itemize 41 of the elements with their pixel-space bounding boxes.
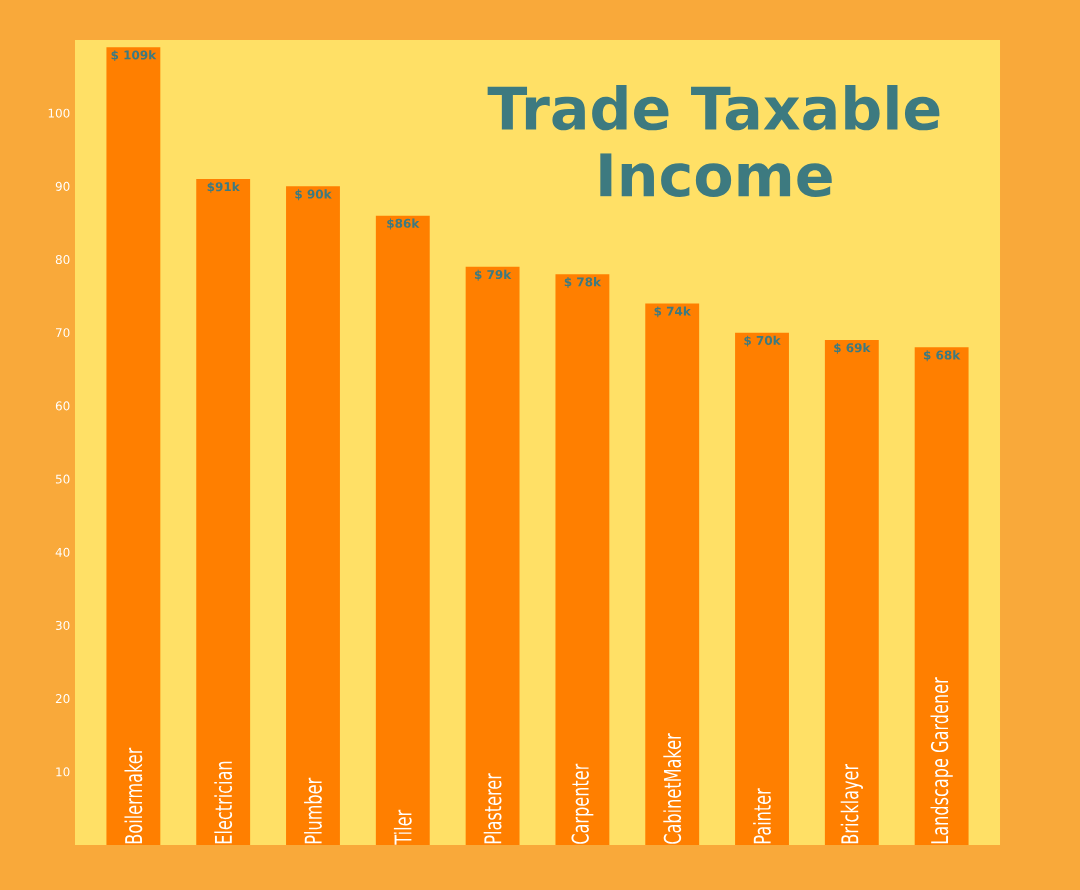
y-tick-label: 60: [55, 401, 70, 411]
x-tick-label: Painter: [753, 788, 771, 844]
y-tick-label: 100: [48, 108, 70, 118]
y-tick-label: 80: [55, 255, 70, 265]
data-label: $ 78k: [564, 277, 602, 288]
bar: [645, 303, 700, 845]
x-tick-label: Plasterer: [483, 773, 502, 844]
y-tick-label: 50: [55, 474, 70, 484]
data-label: $86k: [387, 218, 420, 230]
x-tick-label: Electrician: [214, 761, 233, 844]
y-tick-label: 90: [55, 181, 70, 191]
y-tick-label: 30: [55, 620, 70, 630]
data-label: $ 90k: [295, 189, 332, 201]
data-label: $ 70k: [744, 335, 781, 347]
data-label: $ 79k: [474, 269, 512, 281]
y-tick-label: 70: [56, 328, 70, 338]
x-tick-label: Plumber: [304, 777, 322, 844]
bar: [286, 186, 340, 845]
data-label: $ 68k: [923, 350, 961, 362]
bar: [824, 340, 879, 845]
bar: [555, 274, 610, 845]
data-label: $ 109k: [111, 50, 157, 62]
bar: [106, 47, 161, 845]
data-label: $ 69k: [834, 342, 871, 354]
bar: [914, 347, 969, 845]
y-tick-label: 10: [56, 767, 70, 777]
x-tick-label: Carpenter: [571, 763, 594, 844]
x-tick-label: Landscape Gardener: [930, 677, 953, 844]
x-tick-label: Bricklayer: [840, 763, 863, 844]
bar: [465, 266, 520, 845]
x-tick-label: Tiler: [393, 809, 412, 845]
y-tick-label: 20: [55, 694, 70, 704]
data-label: $91k: [207, 181, 240, 193]
y-tick-label: 40: [55, 547, 70, 557]
x-tick-label: CabinetMaker: [663, 733, 682, 844]
text: Trade Taxable Income: [487, 84, 940, 198]
bar: [375, 215, 430, 845]
data-label: $ 74k: [654, 306, 692, 318]
bar: [735, 332, 789, 845]
x-tick-label: Boilermaker: [124, 747, 143, 844]
bar: [196, 179, 251, 845]
